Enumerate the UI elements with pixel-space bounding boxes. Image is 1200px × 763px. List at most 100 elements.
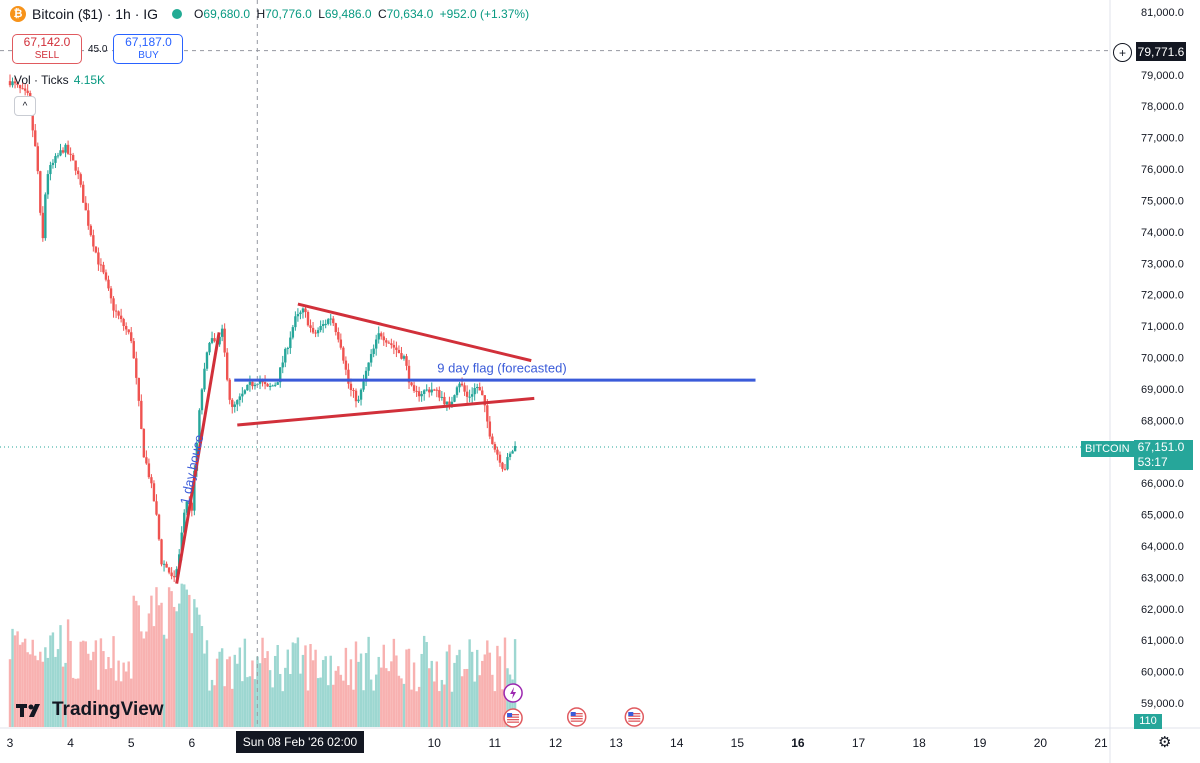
tradingview-logo[interactable]: TradingView — [16, 699, 164, 721]
time-tick-label: 6 — [188, 736, 195, 750]
volume-bar — [395, 655, 398, 727]
candle-body — [402, 356, 406, 359]
volume-legend[interactable]: Vol · Ticks 4.15K — [14, 73, 105, 87]
candle-body — [296, 314, 300, 317]
candle-body — [64, 144, 67, 153]
price-tick-label: 59,000.0 — [1141, 698, 1184, 710]
candle-body — [231, 399, 234, 407]
flag-stripe — [570, 715, 583, 717]
volume-bar — [79, 641, 82, 727]
candle-body — [284, 348, 287, 363]
candle-body — [511, 451, 514, 454]
volume-bar — [76, 678, 80, 727]
candle-body — [382, 336, 385, 341]
time-axis[interactable]: 3 4 5 6 10 11 12 13 14 15 16 17 18 19 20 21 — [7, 736, 1108, 750]
candle-body — [374, 339, 378, 349]
candle-body — [273, 384, 277, 386]
candle-body — [127, 329, 130, 333]
volume-bar — [140, 631, 143, 727]
candle-body — [506, 457, 509, 470]
candle-body — [21, 88, 24, 90]
bounce-annotation[interactable]: 1 day bouce — [177, 433, 206, 505]
candle-body — [97, 252, 100, 265]
candle-body — [491, 436, 494, 445]
candle-body — [208, 342, 211, 353]
price-axis[interactable]: 59,000.0 60,000.0 61,000.0 62,000.0 63,000.0… — [1141, 7, 1184, 710]
volume-bar — [46, 657, 50, 727]
event-markers[interactable] — [503, 683, 645, 728]
price-tick-label: 61,000.0 — [1141, 635, 1184, 647]
volume-bar — [225, 659, 229, 727]
volume-bar — [231, 688, 234, 727]
candle-body — [170, 572, 173, 577]
volume-bar — [162, 634, 166, 727]
flag-upper-line[interactable] — [297, 302, 532, 363]
volume-bar — [503, 637, 507, 727]
settings-gear-icon[interactable]: ⚙ — [1158, 734, 1172, 751]
volume-bar — [448, 644, 451, 727]
volume-bar — [71, 677, 75, 727]
add-alert-plus-icon[interactable]: + — [1113, 43, 1132, 62]
candle-body — [324, 323, 327, 325]
price-tick-label: 79,000.0 — [1141, 70, 1184, 82]
candle-body — [251, 381, 254, 387]
candle-body — [359, 389, 363, 400]
bounce-trend-line[interactable] — [175, 332, 221, 584]
candle-body — [130, 332, 133, 342]
candle-body — [223, 328, 226, 353]
candle-body — [140, 400, 143, 429]
candle-body — [124, 326, 128, 330]
pattern-drawings[interactable]: 1 day bouce 9 day flag (forecasted) — [175, 302, 756, 584]
spread-value: 45.0 — [88, 43, 108, 55]
candle-body — [228, 379, 231, 400]
flag-annotation[interactable]: 9 day flag (forecasted) — [437, 360, 566, 375]
volume-bar — [112, 636, 115, 727]
candle-body — [233, 404, 236, 407]
candle-body — [364, 370, 368, 382]
volume-bar — [332, 684, 335, 727]
time-tick-label: 12 — [549, 736, 563, 750]
sell-button[interactable]: 67,142.0 SELL — [12, 34, 82, 64]
candle-body — [501, 462, 504, 469]
change-value: +952.0 (+1.37%) — [439, 7, 530, 21]
time-tick-label: 3 — [7, 736, 14, 750]
flag-lower-line[interactable] — [237, 396, 535, 427]
volume-bar — [402, 683, 406, 727]
volume-bar — [342, 680, 345, 727]
candle-body — [415, 390, 418, 392]
volume-bar — [213, 685, 216, 727]
volume-bar — [190, 633, 194, 727]
candle-body — [390, 343, 393, 345]
symbol-title[interactable]: Bitcoin ($1) · 1h · IG — [32, 6, 159, 22]
volume-label: Vol · Ticks — [14, 73, 69, 87]
flag-canton — [628, 712, 634, 716]
candle-body — [460, 383, 464, 386]
volume-bar — [486, 640, 489, 727]
candle-body — [422, 390, 426, 394]
candle-body — [306, 311, 310, 326]
collapse-legend-button[interactable]: ^ — [14, 96, 36, 116]
price-tick-label: 65,000.0 — [1141, 510, 1184, 522]
volume-bar — [481, 660, 484, 727]
candle-body — [56, 155, 60, 157]
volume-bar — [268, 670, 272, 727]
price-tick-label: 78,000.0 — [1141, 101, 1184, 113]
time-tick-label: 13 — [609, 736, 623, 750]
candle-body — [362, 381, 365, 390]
candle-body — [276, 382, 279, 385]
candle-body — [448, 401, 451, 405]
candle-body — [291, 327, 295, 338]
time-tick-label: 14 — [670, 736, 684, 750]
volume-bar — [377, 656, 380, 727]
flag-stripe — [628, 713, 641, 715]
time-tick-label: 21 — [1094, 736, 1108, 750]
time-tick-label: 20 — [1034, 736, 1048, 750]
candle-body — [261, 381, 264, 383]
buy-button[interactable]: 67,187.0 BUY — [113, 34, 184, 64]
volume-bar — [289, 673, 292, 727]
volume-bar — [438, 691, 441, 727]
price-tick-label: 69,000.0 — [1141, 384, 1184, 396]
candle-body — [476, 386, 479, 389]
candle-body — [314, 332, 317, 334]
